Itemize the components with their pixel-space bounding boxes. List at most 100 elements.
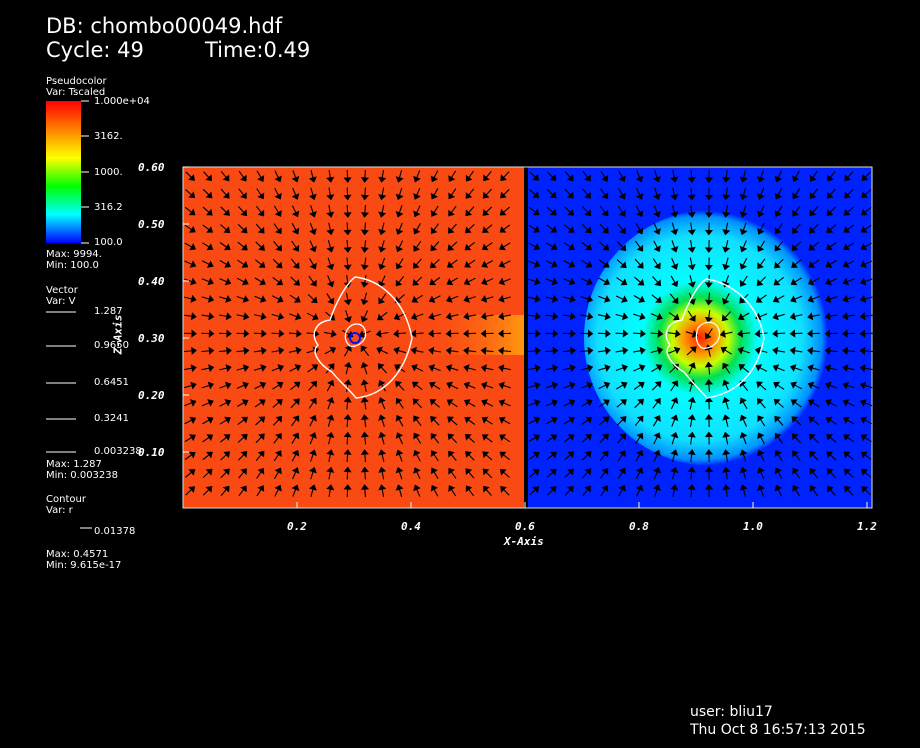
vector-arrow-head [739,245,748,253]
vector-arrow-head [739,414,748,422]
vector-arrow-head [619,244,627,252]
vector-arrow-head [549,468,557,476]
vector-arrow-head [326,431,335,439]
vector-arrow-head [411,295,419,303]
contour-tick-label: 0.01378 [94,526,136,537]
vector-arrow-head [670,431,679,439]
vector-arrow-head [792,485,800,492]
vector-arrow-head [327,379,335,387]
vector-arrow-head [654,381,662,388]
vector-arrow-head [360,212,369,218]
vector-arrow-head [395,414,403,422]
vector-arrow-head [656,312,663,321]
vector-arrow-head [567,243,575,251]
contour-min: Min: 9.615e-17 [46,560,122,571]
x-tick-label: 0.4 [401,520,421,533]
vector-arrow-head [722,229,731,236]
vector-arrow-head [636,244,644,252]
vector-arrow-head [411,381,419,389]
vector-arrow-head [704,414,714,420]
vector-arrow-head [360,194,370,201]
x-tick-label: 1.2 [857,520,877,533]
vector-arrow-head [604,364,611,373]
vector-arrow-head [842,381,849,390]
vector-arrow-head [859,329,866,338]
vector-arrow-head [722,263,731,271]
vector-arrow-head [463,381,471,390]
vector-arrow-head [207,399,214,407]
vector-arrow-head [532,208,540,216]
vector-arrow-head [291,210,300,218]
vector-arrow-head [223,451,231,459]
vector-arrow-head [463,364,470,373]
vector-arrow-head [687,246,696,253]
vector-arrow-head [567,451,575,459]
vector-arrow-head [739,262,748,270]
vector-arrow-head [259,381,267,390]
vector-arrow-head [499,468,507,476]
vector-arrow-head [670,414,679,422]
vector-arrow-head [447,226,455,234]
vector-arrow-head [618,484,626,492]
vector-arrow-head [429,399,437,406]
vector-arrow-head [188,191,196,199]
vector-arrow-head [755,364,763,372]
vector-arrow-head [260,346,267,355]
vector-arrow-head [549,191,557,199]
vector-arrow-head [635,193,644,200]
vector-arrow-head [360,264,369,271]
vector-arrow-head [809,174,817,182]
vector-arrow-head [756,381,764,389]
vector-arrow-head [343,194,352,201]
vector-arrow-head [428,346,435,355]
vector-arrow-head [483,174,490,182]
vector-arrow-head [534,294,541,303]
vector-arrow-head [551,260,558,268]
vector-arrow-head [291,484,300,492]
vector-arrow-head [739,176,748,183]
vector-arrow-head [243,312,250,321]
vector-arrow-head [498,312,505,321]
vector-arrow-head [809,226,816,234]
vector-arrow-head [532,451,540,459]
vector-arrow-head [205,174,213,182]
vector-arrow-head [843,243,850,251]
vector-arrow-head [395,193,404,201]
vector-arrow-head [774,261,781,269]
vector-arrow-head [860,260,867,268]
vector-arrow-head [704,316,713,323]
vector-arrow-head [807,278,815,286]
vector-arrow-head [240,468,247,476]
vector-arrow-head [773,278,781,286]
vector-arrow-head [601,175,609,182]
vector-arrow-head [260,364,267,372]
vector-arrow-head [393,346,400,355]
vector-arrow-head [602,261,610,268]
vector-arrow-head [310,296,318,304]
vector-arrow-head [190,277,197,286]
vector-arrow-head [791,416,799,424]
vector-arrow-head [395,211,404,218]
vector-arrow-head [824,312,831,321]
vector-arrow-head [567,226,575,233]
vector-arrow-head [360,281,369,288]
vector-arrow-head [360,298,369,306]
vector-arrow-head [241,277,249,286]
vector-arrow-head [827,191,834,199]
vector-arrow-head [687,414,696,421]
vector-arrow-head [809,468,817,475]
vector-arrow-head [448,485,456,492]
pseudocolor-tick-label: 1.000e+04 [94,96,150,107]
vector-arrow-head [463,295,470,303]
vector-arrow-head [721,314,729,322]
vector-arrow-head [534,277,541,286]
vector-arrow-head [205,468,213,476]
x-tick-label: 0.6 [515,520,535,533]
vector-arrow-head [275,415,283,423]
vector-tick-label: 0.6451 [94,377,129,388]
vector-arrow-head [687,449,696,456]
vector-arrow-head [291,449,300,457]
vector-arrow-head [189,416,197,425]
user-label: user: bliu17 [690,704,773,720]
vector-arrow-head [687,466,696,473]
